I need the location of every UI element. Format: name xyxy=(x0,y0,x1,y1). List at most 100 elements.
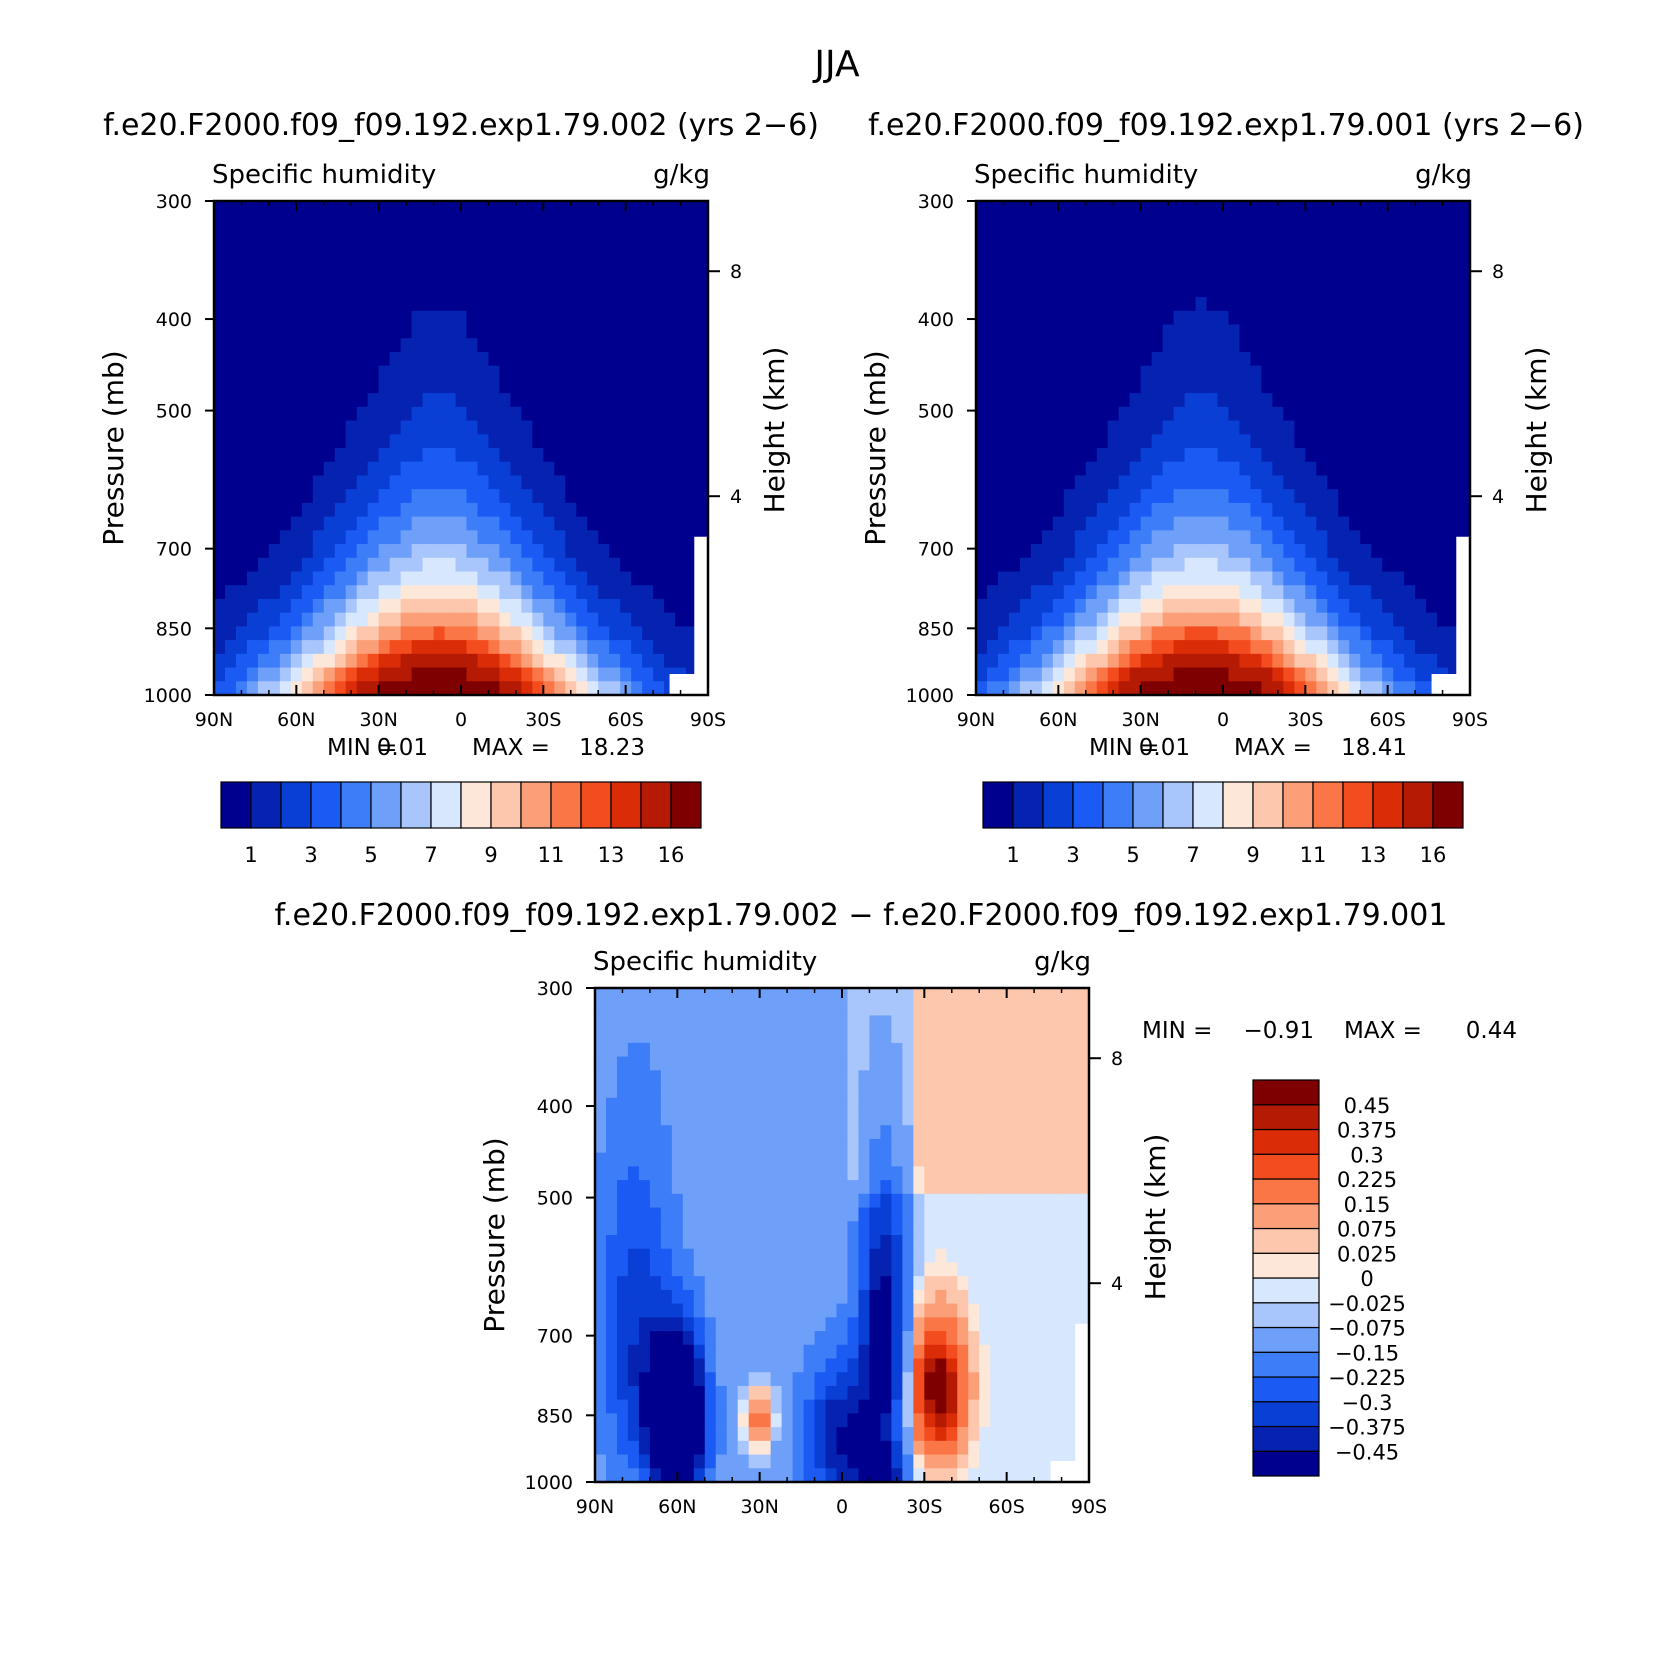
field-cell xyxy=(565,297,577,312)
field-cell xyxy=(781,1262,794,1277)
field-cell xyxy=(664,489,676,504)
field-cell xyxy=(858,1235,871,1250)
field-cell xyxy=(345,598,358,614)
field-cell xyxy=(1437,571,1449,586)
field-cell xyxy=(1404,530,1416,545)
field-cell xyxy=(1162,612,1175,627)
field-cell xyxy=(686,406,698,422)
field-cell xyxy=(682,1125,695,1140)
field-cell xyxy=(803,1029,816,1044)
field-cell xyxy=(997,338,1010,353)
field-cell xyxy=(301,214,314,230)
field-cell xyxy=(1437,242,1449,257)
field-cell xyxy=(532,242,544,257)
field-cell xyxy=(1085,571,1098,586)
field-cell xyxy=(1448,269,1460,284)
field-cell xyxy=(356,557,369,573)
field-cell xyxy=(609,502,621,518)
field-cell xyxy=(1338,255,1350,271)
field-cell xyxy=(257,242,270,257)
field-cell xyxy=(1206,530,1219,545)
field-cell xyxy=(214,338,226,353)
field-cell xyxy=(1173,681,1186,696)
field-cell xyxy=(880,1111,892,1126)
field-cell xyxy=(1195,502,1208,518)
field-cell xyxy=(1415,598,1427,614)
field-cell xyxy=(411,283,424,298)
field-cell xyxy=(301,448,314,463)
field-cell xyxy=(664,324,676,339)
field-cell xyxy=(1173,489,1186,504)
field-cell xyxy=(748,1331,761,1346)
field-cell xyxy=(781,1221,794,1236)
field-cell xyxy=(1305,393,1317,408)
field-cell xyxy=(1316,448,1328,463)
field-cell xyxy=(422,612,435,627)
field-cell xyxy=(214,516,226,531)
field-cell xyxy=(1360,338,1372,353)
field-cell xyxy=(891,1152,903,1167)
field-cell xyxy=(902,1427,914,1442)
field-cell xyxy=(671,1029,684,1044)
field-cell xyxy=(1448,242,1460,257)
field-cell xyxy=(1052,626,1065,641)
field-cell xyxy=(367,255,380,271)
field-cell xyxy=(1250,214,1263,230)
field-cell xyxy=(301,406,314,422)
field-cell xyxy=(686,228,698,243)
field-cell xyxy=(803,1193,816,1209)
field-cell xyxy=(653,201,665,216)
field-cell xyxy=(400,434,413,449)
field-cell xyxy=(880,1097,892,1113)
field-cell xyxy=(1349,393,1361,408)
field-cell xyxy=(1294,420,1306,435)
field-cell xyxy=(1217,640,1230,655)
field-cell xyxy=(880,1276,892,1291)
field-cell xyxy=(997,544,1010,559)
field-cell xyxy=(356,283,369,298)
x-tick-label: 0 xyxy=(1217,709,1229,731)
colorbar-label: 11 xyxy=(1300,843,1327,867)
field-cell xyxy=(543,653,555,669)
field-cell xyxy=(631,626,643,641)
field-cell xyxy=(477,351,490,367)
field-cell xyxy=(1008,448,1021,463)
field-cell xyxy=(411,201,424,216)
field-cell xyxy=(1371,324,1383,339)
field-cell xyxy=(1338,585,1350,600)
field-cell xyxy=(1019,585,1032,600)
field-cell xyxy=(979,1385,991,1401)
field-cell xyxy=(1437,557,1449,573)
field-cell xyxy=(697,502,709,518)
field-cell xyxy=(891,1125,903,1140)
field-cell xyxy=(924,1015,936,1030)
field-cell xyxy=(627,1042,640,1058)
field-cell xyxy=(1349,214,1361,230)
field-cell xyxy=(825,1070,838,1085)
field-cell xyxy=(1448,406,1460,422)
field-cell xyxy=(704,1427,717,1442)
field-cell xyxy=(214,269,226,284)
field-cell xyxy=(312,351,325,367)
field-cell xyxy=(224,365,237,380)
y-right-tick-label: 8 xyxy=(730,261,742,283)
field-cell xyxy=(1023,1468,1035,1483)
field-cell xyxy=(334,585,347,600)
field-cell xyxy=(682,1056,695,1071)
field-cell xyxy=(1217,324,1230,339)
field-cell xyxy=(411,406,424,422)
field-cell xyxy=(627,1084,640,1099)
field-cell xyxy=(858,1111,871,1126)
field-cell xyxy=(1034,1193,1046,1209)
field-cell xyxy=(279,351,292,367)
field-cell xyxy=(323,557,336,573)
field-cell xyxy=(1184,585,1197,600)
field-cell xyxy=(693,1303,706,1318)
field-cell xyxy=(1250,461,1263,477)
field-cell xyxy=(935,1276,947,1291)
field-cell xyxy=(1012,1331,1024,1346)
field-cell xyxy=(455,338,468,353)
field-cell xyxy=(1063,448,1076,463)
field-cell xyxy=(913,1454,925,1469)
field-cell xyxy=(1012,1152,1024,1167)
